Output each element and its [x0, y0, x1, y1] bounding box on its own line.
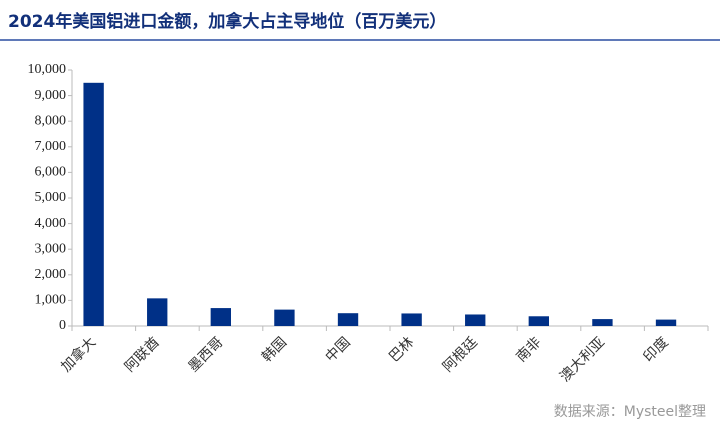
y-tick-label: 6,000	[35, 165, 67, 180]
chart-title: 2024年美国铝进口金额，加拿大占主导地位（百万美元）	[8, 11, 446, 32]
bar	[401, 313, 422, 326]
y-tick-label: 8,000	[35, 113, 67, 128]
x-tick-label: 中国	[323, 334, 354, 365]
y-tick-label: 1,000	[35, 293, 67, 308]
x-tick-label: 巴林	[386, 334, 417, 365]
y-tick-label: 5,000	[35, 190, 67, 205]
x-tick-label: 韩国	[259, 334, 290, 365]
source-note: 数据来源：Mysteel整理	[554, 404, 706, 420]
x-tick-label: 墨西哥	[185, 334, 226, 375]
y-tick-label: 10,000	[28, 62, 67, 77]
bar	[337, 313, 359, 326]
bar	[528, 316, 549, 326]
x-tick-label: 阿根廷	[440, 334, 481, 375]
y-tick-label: 7,000	[35, 139, 67, 154]
y-tick-label: 9,000	[35, 88, 67, 103]
bar	[274, 309, 295, 326]
y-tick-label: 2,000	[35, 267, 67, 282]
y-tick-label: 3,000	[35, 241, 67, 256]
x-tick-label: 南非	[513, 334, 544, 365]
y-tick-label: 0	[59, 318, 66, 333]
bar	[83, 82, 104, 326]
bar	[655, 319, 677, 326]
x-tick-label: 印度	[641, 334, 672, 365]
bar	[210, 308, 231, 326]
bar	[465, 314, 486, 326]
x-tick-label: 阿联酋	[121, 334, 163, 376]
x-tick-label: 澳大利亚	[557, 334, 608, 385]
y-tick-label: 4,000	[35, 216, 67, 231]
bar	[147, 298, 168, 326]
x-tick-label: 加拿大	[58, 334, 100, 376]
bar	[592, 319, 613, 326]
